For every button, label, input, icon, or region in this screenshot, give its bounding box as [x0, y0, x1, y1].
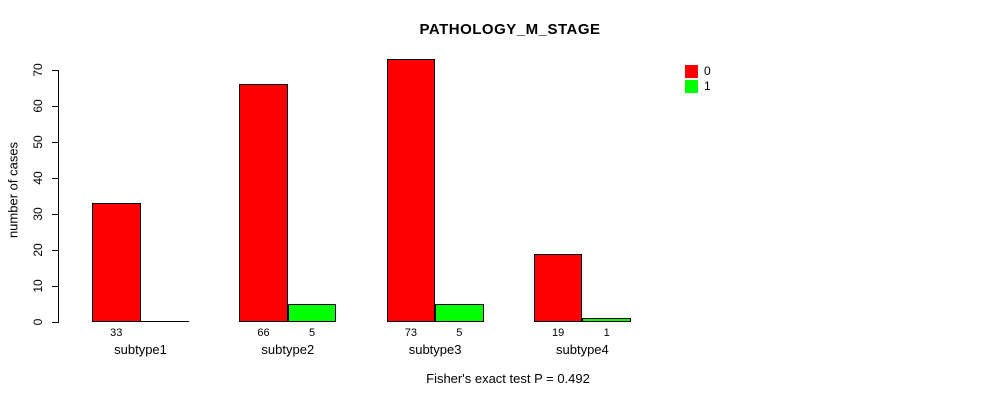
y-axis-tick: [52, 70, 58, 71]
y-tick-label: 20: [31, 243, 45, 257]
legend-label-0: 0: [704, 64, 711, 78]
y-axis-tick: [52, 322, 58, 323]
legend: 0 1: [685, 64, 711, 94]
y-tick-label: 30: [31, 207, 45, 221]
legend-item-0: 0: [685, 64, 711, 79]
zero-bar-subtype1-series-1: [140, 321, 189, 322]
y-axis-tick: [52, 286, 58, 287]
bar-subtype2-series-0: [239, 84, 288, 322]
y-tick-label: 10: [31, 279, 45, 293]
bar-subtype4-series-1: [582, 318, 631, 322]
count-label-subtype2-series-1: 5: [308, 327, 316, 339]
legend-swatch-green: [685, 80, 698, 93]
y-axis-tick: [52, 142, 58, 143]
y-axis-tick: [52, 250, 58, 251]
y-axis-line: [58, 70, 59, 323]
bar-subtype4-series-0: [533, 253, 583, 322]
fisher-test-annotation: Fisher's exact test P = 0.492: [426, 371, 590, 386]
y-tick-label: 50: [31, 135, 45, 149]
count-label-subtype3-series-1: 5: [456, 327, 463, 339]
count-label-subtype4-series-1: 1: [603, 327, 610, 339]
count-label-subtype2-series-0: 66: [257, 327, 270, 339]
y-tick-label: 0: [31, 318, 45, 326]
legend-label-1: 1: [704, 79, 711, 93]
category-label-subtype3: subtype3: [408, 342, 462, 357]
bar-subtype3-series-1: [435, 304, 484, 322]
chart-title: PATHOLOGY_M_STAGE: [419, 21, 601, 38]
y-tick-label: 60: [31, 99, 45, 113]
bar-subtype1-series-0: [92, 203, 141, 322]
count-label-subtype1-series-0: 33: [110, 327, 123, 339]
bar-subtype3-series-0: [386, 59, 436, 322]
category-label-subtype4: subtype4: [556, 342, 609, 357]
bar-subtype2-series-1: [287, 304, 337, 322]
count-label-subtype3-series-0: 73: [404, 327, 417, 339]
category-label-subtype2: subtype2: [261, 342, 315, 357]
y-axis-tick: [52, 178, 58, 179]
count-label-subtype4-series-0: 19: [552, 327, 565, 339]
legend-item-1: 1: [685, 79, 711, 94]
y-tick-label: 40: [31, 171, 45, 185]
category-label-subtype1: subtype1: [114, 342, 167, 357]
y-axis-tick: [52, 214, 58, 215]
legend-swatch-red: [685, 65, 698, 78]
y-tick-label: 70: [31, 63, 45, 77]
y-axis-tick: [52, 106, 58, 107]
